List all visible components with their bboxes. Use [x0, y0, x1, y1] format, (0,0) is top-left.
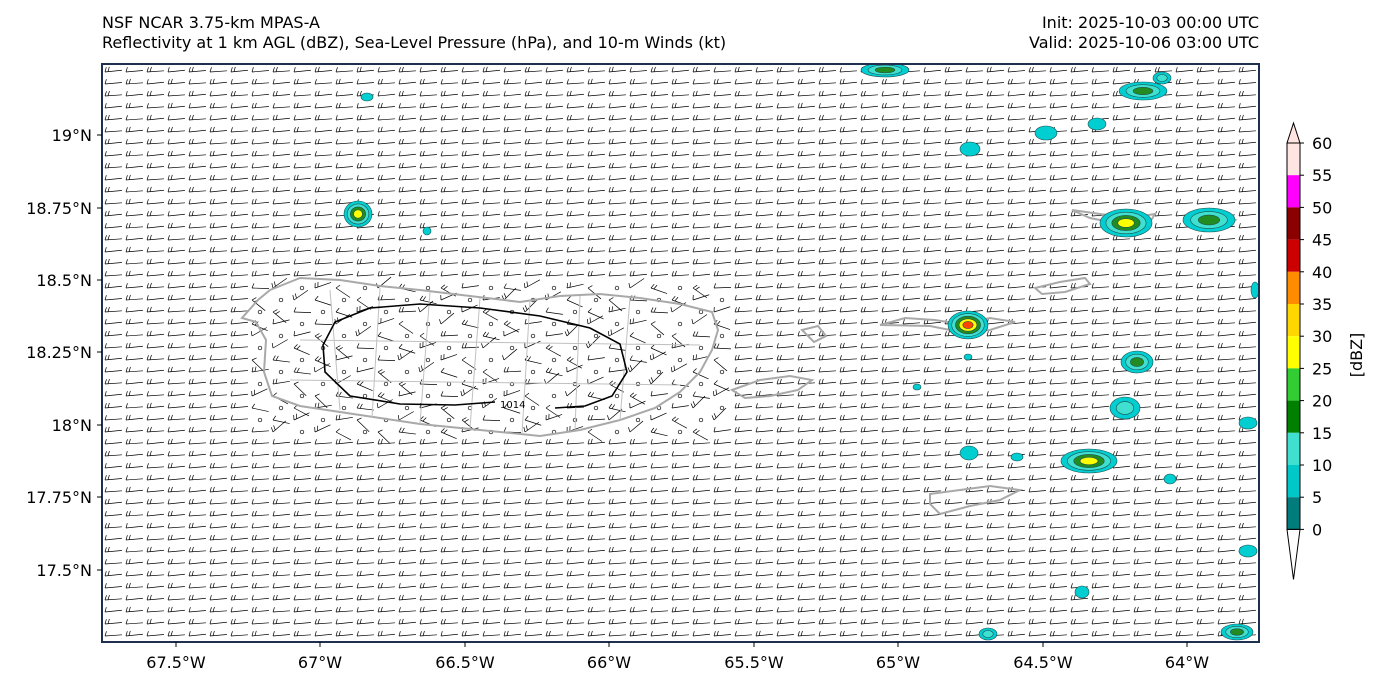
lat-tick-label: 18.25°N — [26, 343, 92, 362]
lon-tick-label: 65°W — [876, 653, 920, 672]
puerto-rico-inner-boundaries — [289, 287, 701, 435]
valid-time: Valid: 2025-10-06 03:00 UTC — [1028, 33, 1259, 52]
colorbar-swatch — [1287, 465, 1300, 498]
colorbar-tick-label: 15 — [1312, 424, 1332, 443]
slp-isobar: 1014 — [322, 303, 628, 411]
lat-tick-label: 18.75°N — [26, 199, 92, 218]
colorbar-tick-label: 10 — [1312, 456, 1332, 475]
lon-tick-label: 64.5°W — [1013, 653, 1073, 672]
lon-tick-label: 64°W — [1165, 653, 1209, 672]
colorbar: 0 5 10 15 20 25 30 35 40 45 50 55 60 [dBZ] — [1286, 121, 1366, 580]
lon-tick-label: 66.5°W — [435, 653, 495, 672]
colorbar-swatch — [1287, 143, 1300, 176]
lon-tick-label: 67°W — [298, 653, 342, 672]
colorbar-tick-label: 20 — [1312, 392, 1332, 411]
colorbar-swatch — [1287, 239, 1300, 272]
lat-tick-label: 18.5°N — [36, 271, 92, 290]
colorbar-tick-label: 55 — [1312, 166, 1332, 185]
init-time: Init: 2025-10-03 00:00 UTC — [1041, 13, 1259, 32]
time-info: Init: 2025-10-03 00:00 UTC Valid: 2025-1… — [1029, 13, 1259, 53]
colorbar-extend-top — [1286, 121, 1301, 144]
reflectivity-cells — [343, 64, 1259, 641]
colorbar-tick-label: 35 — [1312, 295, 1332, 314]
colorbar-swatch — [1287, 207, 1300, 240]
culebra-coastline — [800, 324, 828, 344]
anegada-coastline — [1032, 276, 1092, 296]
colorbar-swatch — [1287, 175, 1300, 208]
colorbar-swatch — [1287, 497, 1300, 530]
map-background — [102, 64, 1259, 642]
colorbar-tick-label: 5 — [1312, 488, 1322, 507]
lat-tick-label: 17.75°N — [26, 488, 92, 507]
model-title: NSF NCAR 3.75-km MPAS-A — [102, 13, 320, 32]
wind-barbs — [104, 66, 1256, 637]
st-croix-coastline — [929, 484, 1024, 516]
colorbar-tick-label: 60 — [1312, 134, 1332, 153]
vieques-coastline — [729, 374, 815, 400]
map-content: 1014 — [104, 64, 1259, 641]
lon-tick-label: 65.5°W — [724, 653, 784, 672]
colorbar-swatch — [1287, 271, 1300, 304]
isobar-label: 1014 — [500, 400, 525, 411]
colorbar-tick-label: 50 — [1312, 198, 1332, 217]
colorbar-tick-label: 0 — [1312, 520, 1322, 539]
colorbar-swatch — [1287, 368, 1300, 401]
colorbar-label: [dBZ] — [1347, 333, 1366, 378]
colorbar-tick-label: 30 — [1312, 327, 1332, 346]
axis-ticks: 67.5°W 67°W 66.5°W 66°W 65.5°W 65°W 64.5°W 64°W… — [26, 126, 1209, 672]
colorbar-tick-label: 40 — [1312, 263, 1332, 282]
colorbar-extend-bottom — [1286, 528, 1301, 580]
isobar-1014 — [322, 303, 628, 409]
lon-tick-label: 67.5°W — [146, 653, 206, 672]
colorbar-swatch — [1287, 432, 1300, 465]
lat-tick-label: 19°N — [52, 126, 92, 145]
map-frame — [101, 63, 1260, 643]
colorbar-swatch — [1287, 400, 1300, 433]
puerto-rico-coastline — [240, 276, 720, 438]
colorbar-swatch — [1287, 304, 1300, 337]
colorbar-tick-label: 45 — [1312, 231, 1332, 250]
colorbar-swatch — [1287, 336, 1300, 369]
lat-tick-label: 17.5°N — [36, 561, 92, 580]
lat-tick-label: 18°N — [52, 416, 92, 435]
chart-title: NSF NCAR 3.75-km MPAS-A Reflectivity at … — [102, 13, 726, 53]
colorbar-tick-label: 25 — [1312, 359, 1332, 378]
fields-subtitle: Reflectivity at 1 km AGL (dBZ), Sea-Leve… — [102, 33, 727, 52]
lon-tick-label: 66°W — [587, 653, 631, 672]
st-thomas-coastline — [879, 316, 1016, 334]
